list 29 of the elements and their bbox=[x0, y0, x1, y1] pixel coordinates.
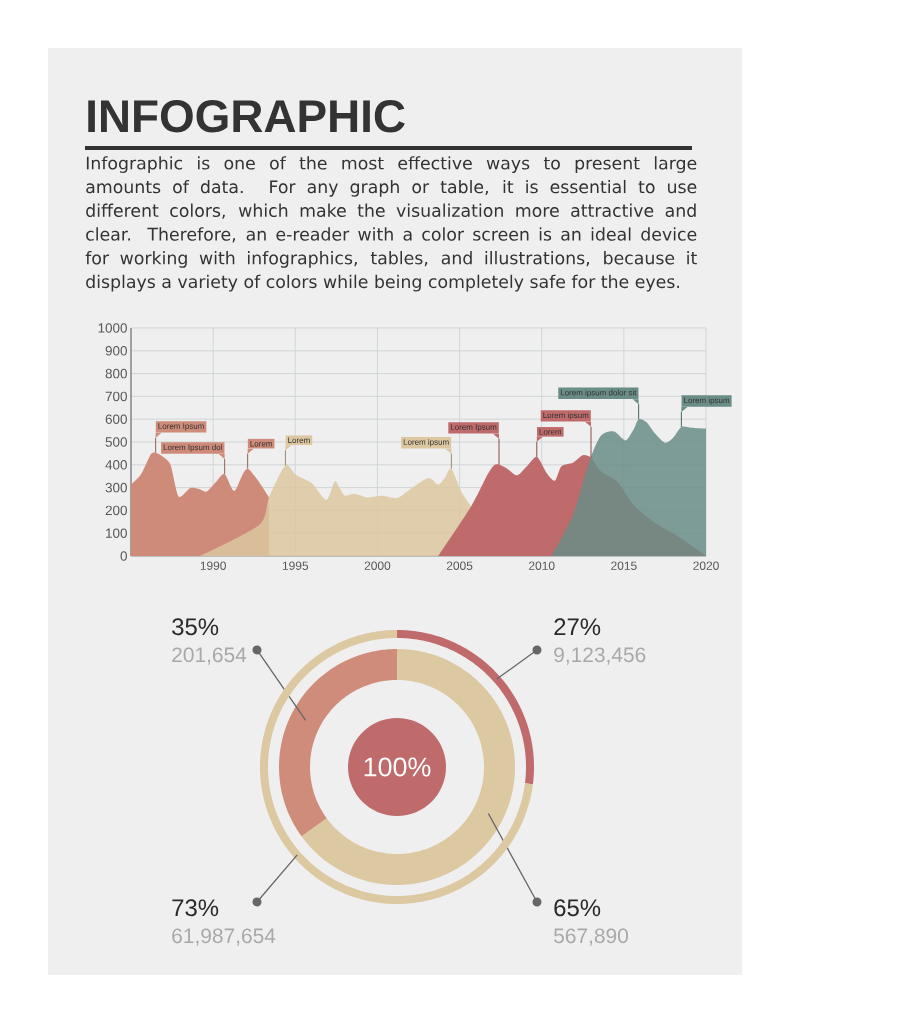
x-tick-label: 2000 bbox=[364, 561, 391, 570]
y-tick-label: 1000 bbox=[98, 323, 127, 333]
x-tick-label: 2005 bbox=[446, 561, 473, 570]
y-tick-label: 900 bbox=[105, 346, 127, 356]
y-tick-label: 0 bbox=[120, 551, 127, 561]
y-tick-label: 400 bbox=[105, 460, 127, 470]
y-tick-label: 300 bbox=[105, 482, 127, 493]
x-tick-label: 1995 bbox=[282, 561, 309, 570]
y-tick-label: 100 bbox=[106, 528, 127, 538]
slice-label: 9,123,456 bbox=[554, 647, 646, 665]
text: 100% bbox=[364, 757, 431, 777]
data-label: 35% bbox=[172, 618, 219, 636]
slice-label: 201,654 bbox=[172, 647, 247, 665]
data-label: 27% bbox=[554, 618, 601, 636]
x-tick-label: 2010 bbox=[529, 561, 555, 570]
chart-title: INFOGRAPHIC bbox=[88, 100, 405, 133]
x-tick-label: 2015 bbox=[611, 561, 637, 570]
y-tick-label: 500 bbox=[105, 437, 127, 447]
y-tick-label: 200 bbox=[105, 505, 127, 516]
slice-label: 567,890 bbox=[554, 928, 628, 946]
data-label: 65% bbox=[554, 899, 601, 917]
y-tick-label: 600 bbox=[105, 414, 127, 424]
y-tick-label: 800 bbox=[105, 368, 127, 379]
slice-label: 61,987,654 bbox=[172, 928, 276, 946]
data-label: 73% bbox=[172, 899, 219, 917]
x-tick-label: 2020 bbox=[693, 561, 719, 570]
y-tick-label: 700 bbox=[105, 391, 127, 402]
x-tick-label: 1990 bbox=[200, 561, 226, 570]
chart-subtitle: Infographic is one of the most effective ways to present large amounts of data. For any graph or table, it is essential to use different colors, which make the visualization more attractive and clear. Therefore, an e-reader with a color screen is an ideal device for working with infographics, tables, and illustrations, because it displays a variety of colors while being completely safe for the eyes. bbox=[85, 156, 697, 292]
